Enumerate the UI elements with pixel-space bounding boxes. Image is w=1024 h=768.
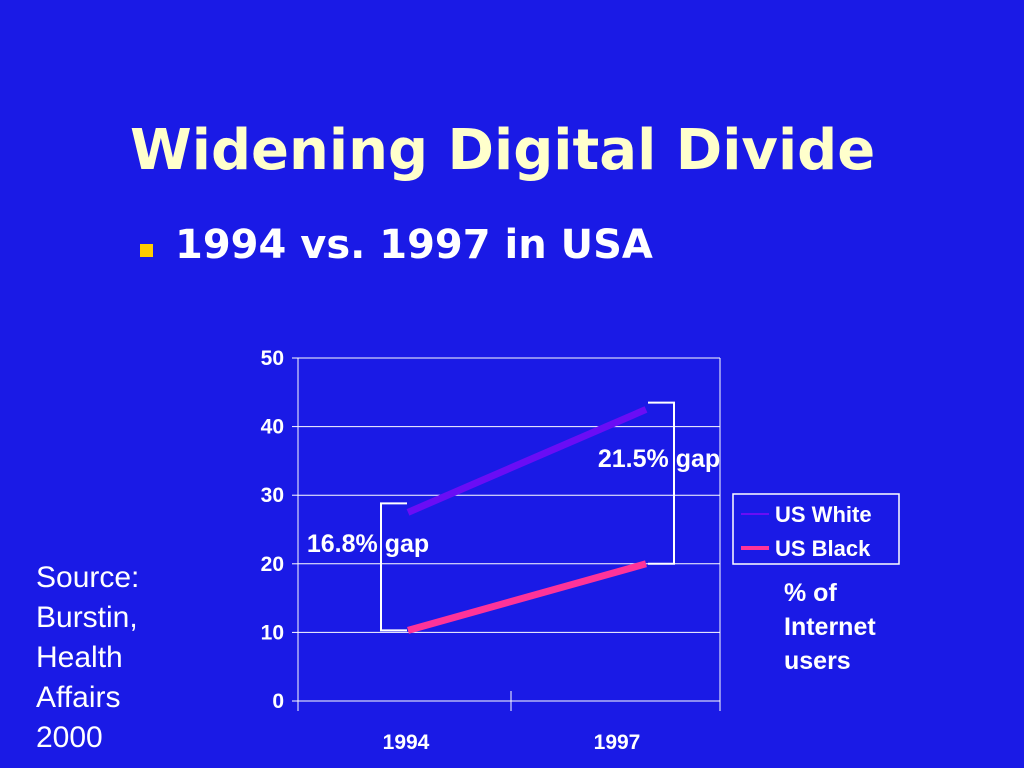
x-tick-label: 1994	[383, 731, 430, 754]
series-line-us-white	[406, 406, 648, 516]
source-line: Health	[36, 641, 123, 674]
slide-title: Widening Digital Divide	[130, 118, 876, 183]
bullet-row: 1994 vs. 1997 in USA	[140, 222, 653, 268]
source-line: Source:	[36, 561, 140, 594]
source-line: 2000	[36, 721, 103, 754]
gap-bracket	[380, 502, 407, 632]
x-tick-label: 1997	[594, 731, 641, 754]
y-tick-label: 50	[261, 347, 284, 370]
gap-annotation: 21.5% gap	[598, 445, 720, 473]
source-line: Affairs	[36, 681, 121, 714]
legend-label: US White	[775, 502, 872, 527]
units-line: % of	[784, 579, 837, 607]
legend-label: US Black	[775, 536, 871, 561]
units-line: users	[784, 647, 851, 675]
y-tick-label: 30	[261, 484, 284, 507]
bullet-text: 1994 vs. 1997 in USA	[175, 222, 653, 268]
y-tick-label: 20	[261, 553, 284, 576]
gap-annotation: 16.8% gap	[307, 530, 429, 558]
series-line-us-black	[407, 560, 647, 634]
legend-box	[732, 493, 900, 565]
y-tick-label: 40	[261, 416, 284, 439]
source-note: Source: Burstin, Health Affairs 2000	[36, 558, 139, 758]
units-note: % of Internet users	[784, 576, 876, 678]
units-line: Internet	[784, 613, 876, 641]
source-line: Burstin,	[36, 601, 138, 634]
y-tick-label: 10	[261, 621, 284, 644]
bullet-square-icon	[140, 243, 153, 257]
y-tick-label: 0	[272, 690, 284, 713]
gap-bracket	[648, 401, 675, 565]
